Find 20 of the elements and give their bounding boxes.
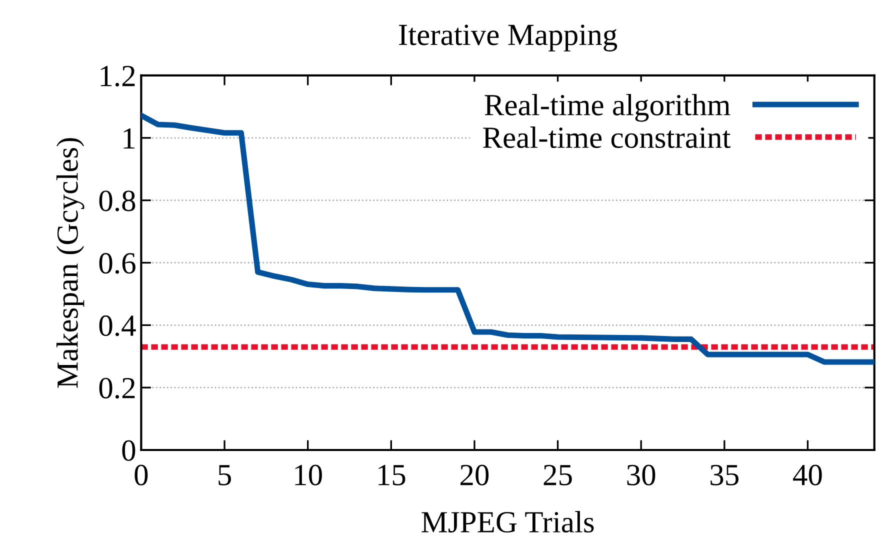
y-tick-label: 1.2 — [100, 66, 135, 86]
y-tick-label: 0.2 — [99, 378, 135, 399]
y-axis-title: Makespan (Gcycles) — [56, 138, 84, 388]
x-tick-label: 15 — [378, 464, 406, 486]
y-tick-label: 0.4 — [99, 315, 136, 336]
x-tick-label: 10 — [295, 464, 322, 486]
y-tick-label: 0 — [122, 440, 136, 461]
x-tick-label: 35 — [710, 464, 738, 486]
x-axis-title: MJPEG Trials — [422, 511, 594, 533]
legend-label: Real-time constraint — [483, 126, 731, 148]
chart-title: Iterative Mapping — [399, 24, 618, 52]
legend-label: Real-time algorithm — [484, 94, 730, 122]
x-tick-label: 30 — [627, 464, 656, 486]
y-tick-label: 1 — [124, 128, 135, 148]
x-tick-label: 5 — [218, 465, 231, 486]
x-tick-label: 25 — [544, 464, 572, 486]
y-tick-label: 0.6 — [99, 253, 136, 274]
x-tick-label: 20 — [460, 464, 489, 486]
y-tick-label: 0.8 — [99, 190, 136, 212]
x-tick-label: 40 — [793, 464, 822, 486]
